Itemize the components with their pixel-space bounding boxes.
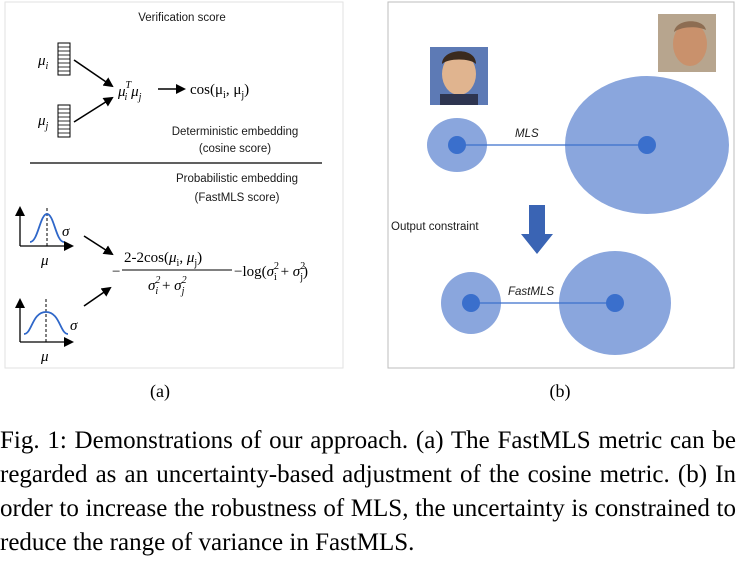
sigma-label-1: σ	[62, 224, 70, 240]
probabilistic-line1: Probabilistic embedding	[176, 173, 298, 185]
wide-distribution-icon	[15, 298, 74, 347]
formula-log: −log(σ2 i + σ2 j)	[234, 261, 308, 283]
panel-a: Verification score μi μj	[4, 1, 344, 402]
vector-i-icon	[57, 42, 71, 76]
mu-label-1: μ	[40, 253, 49, 269]
probabilistic-line2: (FastMLS score)	[195, 192, 280, 204]
panel-a-frame	[4, 1, 344, 369]
arrow-dist-1	[83, 235, 114, 256]
panel-b-label: (b)	[550, 381, 571, 402]
cos-label: cos(μi, μj)	[190, 82, 249, 101]
mu-label-2: μ	[40, 349, 49, 365]
narrow-distribution-icon	[15, 206, 74, 251]
point-fastmls-2	[606, 294, 624, 312]
deterministic-line1: Deterministic embedding	[172, 126, 299, 138]
verification-title: Verification score	[138, 12, 226, 24]
fastmls-label: FastMLS	[508, 286, 554, 298]
point-mls-1	[448, 136, 466, 154]
arrow-dist-2	[83, 286, 112, 307]
point-mls-2	[638, 136, 656, 154]
formula-numerator: 2-2cos(μi, μj)	[124, 250, 202, 269]
mls-label: MLS	[515, 128, 539, 140]
arrow-mu-j	[73, 96, 114, 123]
panel-b-frame	[387, 1, 735, 369]
face-photo-right	[658, 14, 716, 72]
sigma-label-2: σ	[70, 318, 78, 334]
output-constraint-label: Output constraint	[391, 221, 479, 233]
figure-caption: Fig. 1: Demonstrations of our approach. …	[0, 427, 736, 556]
svg-text:−: −	[112, 264, 120, 280]
dot-product-label: μT i μj	[117, 80, 142, 103]
face-photo-left	[430, 47, 488, 105]
mu-j-label: μj	[37, 113, 49, 132]
panel-b: MLS Output constraint FastMLS (b)	[387, 1, 735, 402]
point-fastmls-1	[462, 294, 480, 312]
down-arrow-icon	[521, 205, 553, 254]
fastmls-formula: − 2-2cos(μi, μj) σ2 i + σ2 j −log(σ2 i + σ2…	[112, 250, 308, 297]
panel-a-label: (a)	[150, 381, 170, 402]
arrow-mu-i	[73, 59, 114, 88]
formula-denominator: σ2 i + σ2 j	[148, 275, 187, 297]
mu-i-label: μi	[37, 53, 49, 72]
deterministic-line2: (cosine score)	[199, 143, 271, 155]
vector-j-icon	[57, 104, 71, 138]
